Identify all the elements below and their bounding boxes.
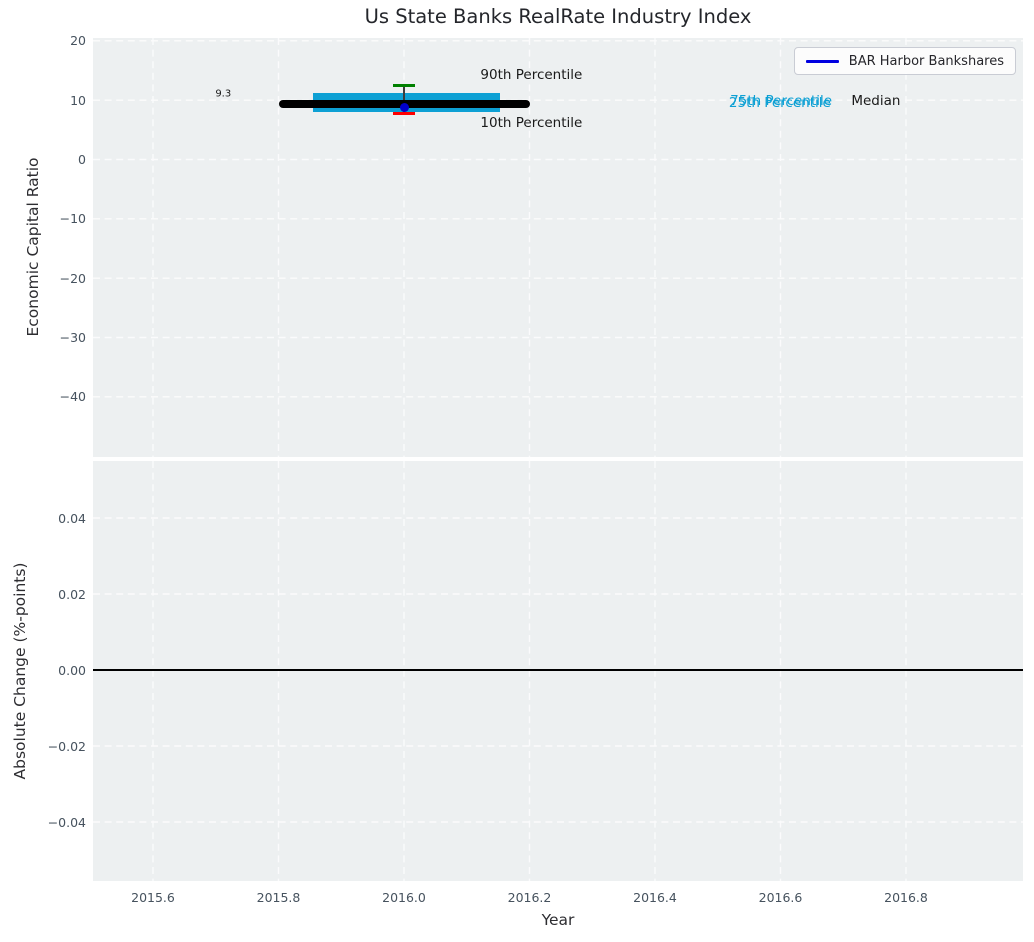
top-y-tick-label: −30 <box>59 329 86 345</box>
p75-label: 75th Percentile <box>730 93 833 110</box>
x-tick-label: 2016.0 <box>382 890 426 905</box>
company-dot <box>399 102 409 112</box>
x-tick-label: 2016.8 <box>884 890 928 905</box>
bottom-y-tick-label: 0.00 <box>58 662 86 678</box>
bottom-y-tick-label: −0.02 <box>47 738 86 754</box>
top-y-tick-label: 10 <box>70 92 86 108</box>
x-tick-label: 2015.8 <box>256 890 301 905</box>
top-y-tick-label: 20 <box>70 33 86 49</box>
annotation-layer: 9.3 90th Percentile 10th Percentile 75th Pe… <box>93 38 1023 457</box>
zero-line <box>93 669 1023 671</box>
legend-line-sample <box>805 59 839 63</box>
bottom-gridlines <box>93 461 1023 881</box>
median-value-label: 9.3 <box>215 88 232 100</box>
top-y-tick-label: −20 <box>59 270 86 286</box>
p10-cap <box>393 112 415 116</box>
chart-title: Us State Banks RealRate Industry Index <box>364 5 752 28</box>
bottom-y-axis-label: Absolute Change (%-points) <box>11 562 29 780</box>
x-tick-label: 2015.6 <box>131 890 175 905</box>
x-tick-label: 2016.2 <box>507 890 552 905</box>
p10-label: 10th Percentile <box>480 115 583 132</box>
bottom-plot-area <box>93 461 1023 881</box>
bottom-y-tick-label: −0.04 <box>47 814 86 830</box>
x-tick-label: 2016.6 <box>758 890 803 905</box>
whisker-line <box>403 85 405 114</box>
x-axis-label: Year <box>541 911 575 929</box>
p90-cap <box>393 84 415 88</box>
legend-label: BAR Harbor Bankshares <box>848 53 1004 69</box>
legend[interactable]: BAR Harbor Bankshares <box>793 47 1016 75</box>
top-y-tick-label: −10 <box>59 211 86 227</box>
bottom-y-tick-label: 0.04 <box>58 510 86 526</box>
top-plot-area: 9.3 90th Percentile 10th Percentile 75th Pe… <box>93 38 1023 457</box>
industry-distribution <box>93 38 1023 457</box>
p90-label: 90th Percentile <box>480 67 583 84</box>
bottom-y-tick-label: 0.02 <box>58 586 86 602</box>
median-label: Median <box>851 93 901 110</box>
x-tick-label: 2016.4 <box>633 890 677 905</box>
top-y-tick-label: −40 <box>59 389 86 405</box>
p25-label: 25th Percentile <box>728 94 831 111</box>
top-y-tick-label: 0 <box>78 152 86 167</box>
top-y-axis-label: Economic Capital Ratio <box>24 157 42 337</box>
